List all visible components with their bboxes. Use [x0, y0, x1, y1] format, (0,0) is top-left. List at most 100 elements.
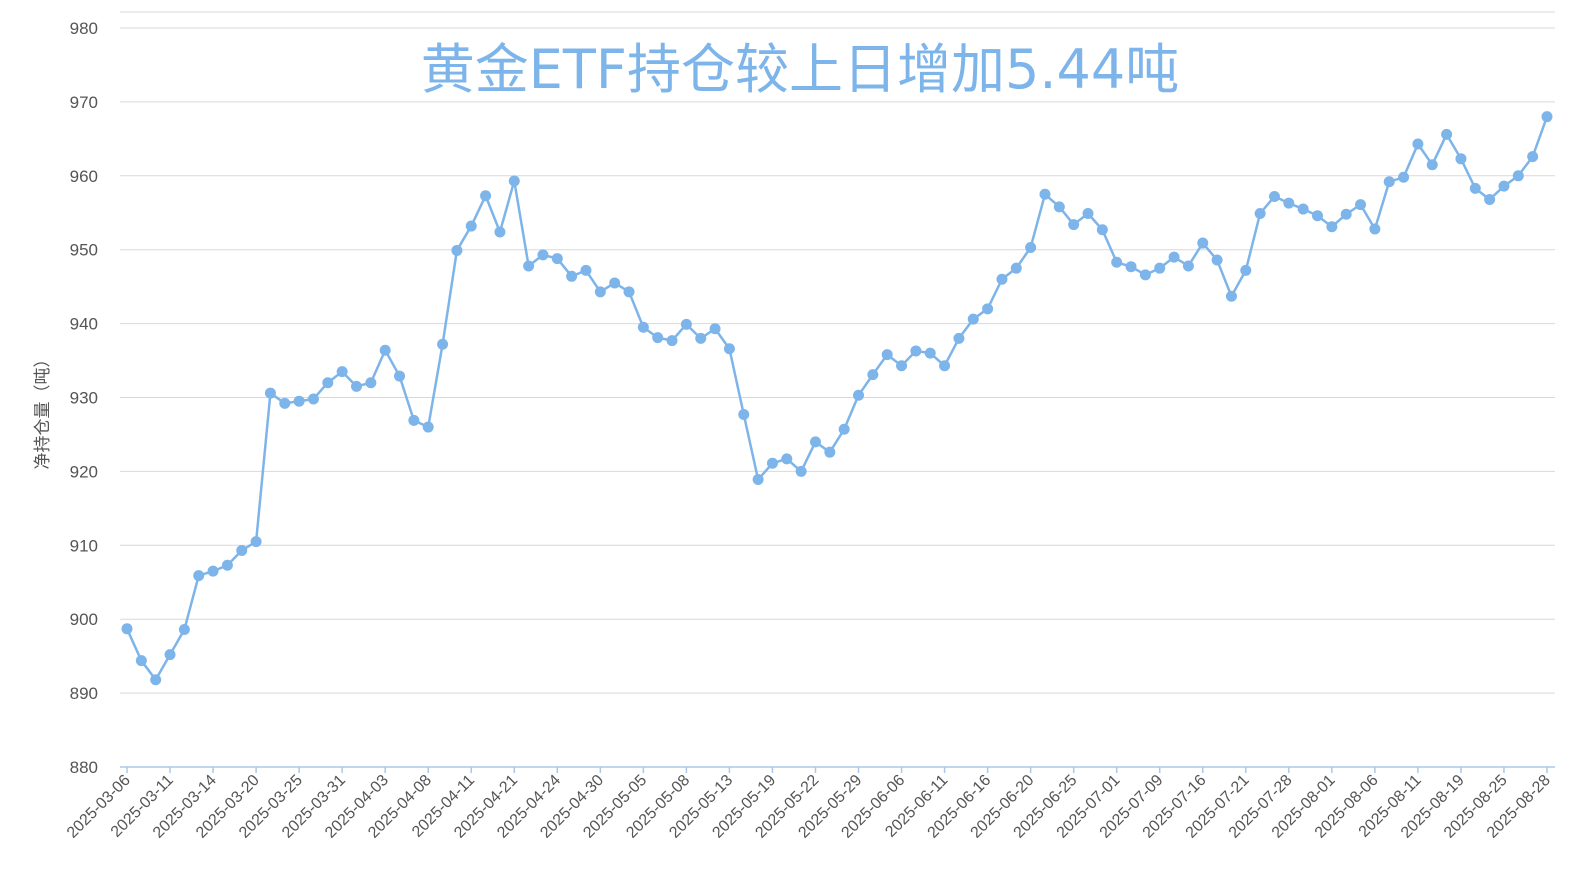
- data-point: [1096, 224, 1108, 236]
- data-point: [121, 623, 133, 635]
- data-point: [264, 387, 276, 399]
- data-point: [1197, 237, 1209, 249]
- data-point: [781, 453, 793, 465]
- data-point: [236, 544, 248, 556]
- data-point: [437, 338, 449, 350]
- data-point: [809, 436, 821, 448]
- data-point: [738, 408, 750, 420]
- data-point: [178, 624, 190, 636]
- data-point: [924, 347, 936, 359]
- data-point: [365, 377, 377, 389]
- y-tick-label: 970: [70, 93, 98, 112]
- data-point: [652, 332, 664, 344]
- data-point: [293, 395, 305, 407]
- data-point: [996, 273, 1008, 285]
- data-point: [1441, 128, 1453, 140]
- data-point: [1498, 180, 1510, 192]
- data-point: [566, 270, 578, 282]
- data-point: [250, 536, 262, 548]
- y-axis-tick-labels: 880 890 900 910 920 930 940 950 960 970 980: [70, 19, 98, 777]
- data-point: [896, 360, 908, 372]
- data-point: [766, 457, 778, 469]
- y-tick-label: 960: [70, 167, 98, 186]
- data-point: [465, 220, 477, 232]
- data-point: [967, 313, 979, 325]
- data-point: [1426, 159, 1438, 171]
- data-point: [451, 244, 463, 256]
- data-point: [824, 446, 836, 458]
- y-tick-label: 940: [70, 315, 98, 334]
- data-point: [1283, 197, 1295, 209]
- data-point: [795, 465, 807, 477]
- data-point: [135, 655, 147, 667]
- data-point: [279, 397, 291, 409]
- data-point: [953, 332, 965, 344]
- data-point: [379, 344, 391, 356]
- data-point: [1053, 201, 1065, 213]
- data-point: [1469, 182, 1481, 194]
- data-point: [336, 366, 348, 378]
- data-point: [637, 321, 649, 333]
- data-point: [709, 323, 721, 335]
- grid-lines: [120, 11, 1555, 694]
- data-point: [1355, 199, 1367, 211]
- y-tick-label: 980: [70, 19, 98, 38]
- data-point: [695, 332, 707, 344]
- x-axis: 2025-03-062025-03-112025-03-142025-03-20…: [64, 766, 1555, 842]
- data-point: [480, 190, 492, 202]
- data-point: [881, 349, 893, 361]
- data-point: [1484, 193, 1496, 205]
- data-point: [910, 345, 922, 357]
- data-point: [867, 369, 879, 381]
- data-point: [307, 393, 319, 405]
- data-point: [322, 377, 334, 389]
- data-point: [551, 253, 563, 265]
- y-tick-label: 880: [70, 758, 98, 777]
- data-point: [1527, 151, 1539, 163]
- data-point: [1541, 111, 1553, 123]
- data-point: [853, 389, 865, 401]
- data-point: [666, 335, 678, 347]
- data-point: [164, 649, 176, 661]
- data-point: [594, 286, 606, 298]
- y-tick-label: 910: [70, 536, 98, 555]
- data-point: [1455, 153, 1467, 165]
- data-point: [1139, 269, 1151, 281]
- data-point: [1082, 207, 1094, 219]
- data-point: [580, 264, 592, 276]
- data-point: [1025, 241, 1037, 253]
- data-point: [609, 277, 621, 289]
- data-point: [1312, 210, 1324, 222]
- data-point: [508, 175, 520, 187]
- data-point: [408, 414, 420, 426]
- data-point: [494, 226, 506, 238]
- data-point: [982, 303, 994, 315]
- data-point: [150, 674, 162, 686]
- y-tick-label: 920: [70, 462, 98, 481]
- data-point: [1512, 170, 1524, 182]
- y-tick-label: 900: [70, 610, 98, 629]
- y-tick-label: 890: [70, 684, 98, 703]
- series-line: [125, 116, 1549, 682]
- y-tick-label: 950: [70, 241, 98, 260]
- y-tick-label: 930: [70, 389, 98, 408]
- data-point: [1412, 138, 1424, 150]
- data-point: [1369, 223, 1381, 235]
- data-point: [1254, 207, 1266, 219]
- data-point: [1398, 171, 1410, 183]
- data-point: [537, 249, 549, 261]
- data-point: [1010, 262, 1022, 274]
- data-point: [1211, 254, 1223, 266]
- data-point: [680, 318, 692, 330]
- data-point: [1154, 262, 1166, 274]
- data-point: [623, 286, 635, 298]
- chart-title: 黄金ETF持仓较上日增加5.44吨: [421, 38, 1179, 101]
- data-point: [723, 343, 735, 355]
- data-point: [1268, 190, 1280, 202]
- data-point: [394, 370, 406, 382]
- data-point: [1383, 176, 1395, 188]
- data-point: [1168, 251, 1180, 263]
- data-point: [193, 570, 205, 582]
- data-point: [939, 360, 951, 372]
